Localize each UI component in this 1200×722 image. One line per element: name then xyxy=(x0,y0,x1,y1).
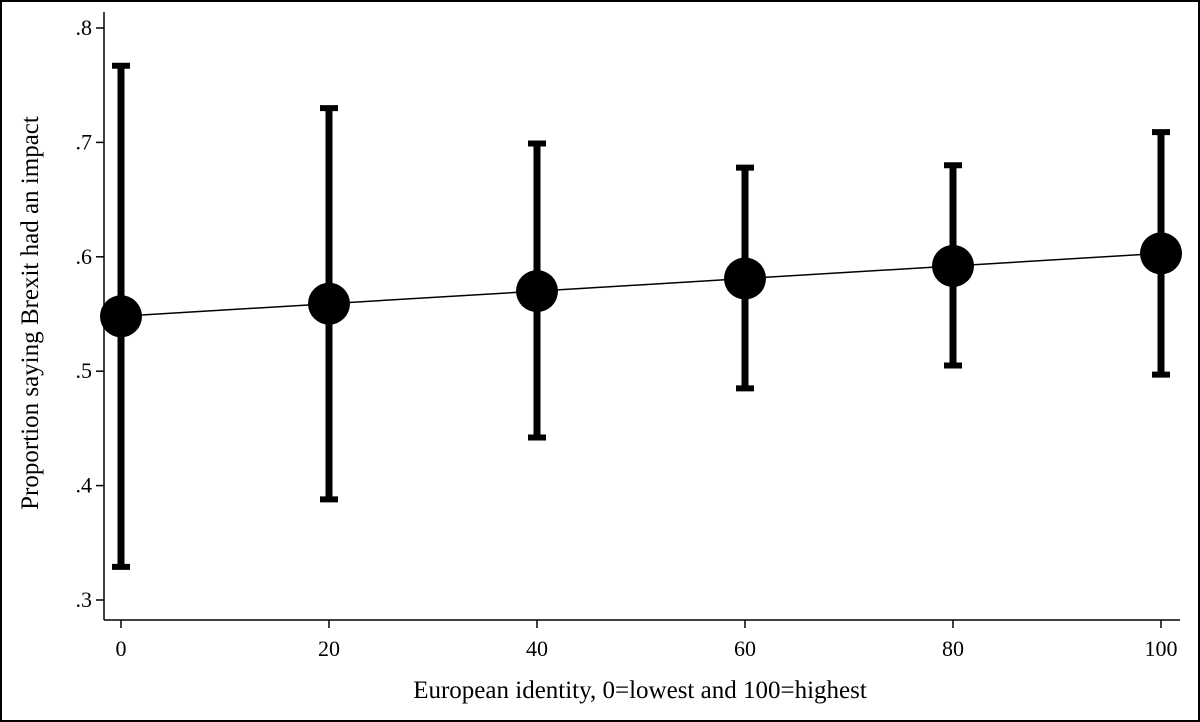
x-axis-label: European identity, 0=lowest and 100=high… xyxy=(413,677,867,704)
data-point xyxy=(724,257,766,300)
x-tick-label: 20 xyxy=(318,636,340,661)
y-tick-label: .5 xyxy=(76,358,93,383)
y-axis-label: Proportion saying Brexit had an impact xyxy=(17,116,44,510)
y-tick-label: .4 xyxy=(76,473,93,498)
plot-area xyxy=(100,62,1182,570)
y-tick-label: .3 xyxy=(76,587,93,612)
data-point xyxy=(1140,232,1182,275)
x-tick-label: 40 xyxy=(526,636,548,661)
x-tick-label: 80 xyxy=(942,636,964,661)
data-point xyxy=(932,244,974,287)
y-tick-label: .7 xyxy=(76,129,93,154)
data-point xyxy=(100,295,142,338)
data-point xyxy=(308,282,350,325)
axes: .3 .4 .5 .6 .7 .8 0 20 40 60 80 100 xyxy=(76,12,1180,661)
x-tick-label: 0 xyxy=(116,636,127,661)
x-tick-label: 100 xyxy=(1145,636,1178,661)
fit-line xyxy=(120,252,1162,318)
data-point xyxy=(516,270,558,313)
y-tick-label: .8 xyxy=(76,15,93,40)
x-tick-label: 60 xyxy=(734,636,756,661)
y-tick-label: .6 xyxy=(76,244,93,269)
